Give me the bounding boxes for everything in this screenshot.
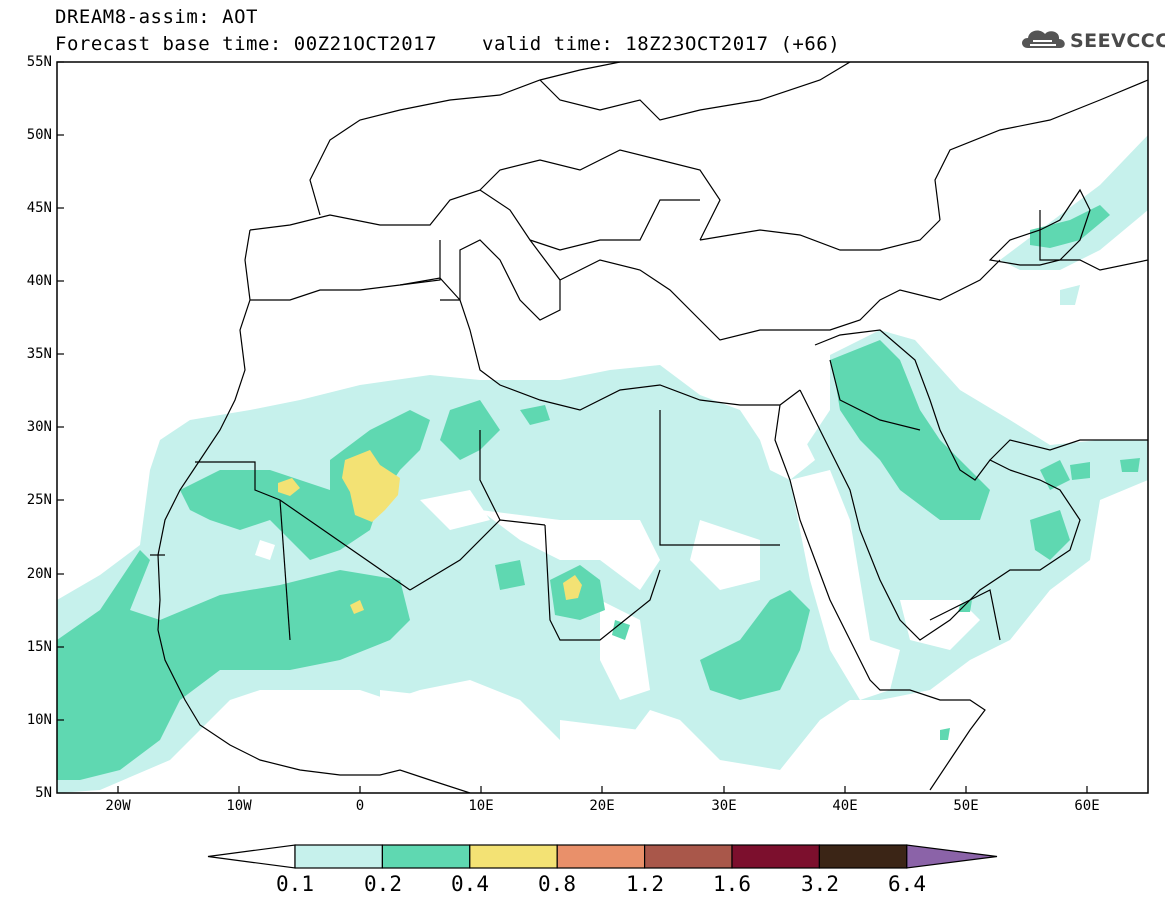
lat-label-55n: 55N <box>26 54 52 70</box>
lat-label-40n: 40N <box>26 273 52 289</box>
colorbar-label-0.1: 0.1 <box>276 872 314 896</box>
aot-below-0.1-regions <box>255 430 980 793</box>
lon-label-20e: 20E <box>589 798 615 814</box>
seevccc-cloud-logo-icon <box>1022 30 1065 48</box>
coastlines-and-borders <box>150 62 1148 793</box>
lat-label-50n: 50N <box>26 127 52 143</box>
lat-label-25n: 25N <box>26 492 52 508</box>
lon-label-40e: 40E <box>832 798 858 814</box>
lon-label-10e: 10E <box>468 798 494 814</box>
lon-label-10w: 10W <box>226 798 252 814</box>
colorbar-label-0.2: 0.2 <box>364 872 402 896</box>
lat-label-30n: 30N <box>26 419 52 435</box>
colorbar-label-6.4: 6.4 <box>888 872 926 896</box>
valid-time: valid time: 18Z23OCT2017 (+66) <box>482 33 841 55</box>
lat-label-10n: 10N <box>26 712 52 728</box>
map-title: DREAM8-assim: AOT <box>55 6 258 28</box>
colorbar-label-3.2: 3.2 <box>801 872 839 896</box>
lat-label-15n: 15N <box>26 639 52 655</box>
colorbar-label-1.6: 1.6 <box>713 872 751 896</box>
forecast-base-time: Forecast base time: 00Z21OCT2017 <box>55 33 438 55</box>
lon-label-50e: 50E <box>953 798 979 814</box>
lon-label-60e: 60E <box>1074 798 1100 814</box>
colorbar-label-0.8: 0.8 <box>538 872 576 896</box>
lat-label-45n: 45N <box>26 200 52 216</box>
colorbar-label-0.4: 0.4 <box>451 872 489 896</box>
lon-label-30e: 30E <box>711 798 737 814</box>
colorbar-label-1.2: 1.2 <box>626 872 664 896</box>
lat-label-35n: 35N <box>26 346 52 362</box>
aot-0.4-0.8-contours <box>278 450 582 614</box>
lat-label-5n: 5N <box>35 785 52 801</box>
lon-label-20w: 20W <box>105 798 131 814</box>
axis-ticks <box>57 61 1088 793</box>
aot-0.1-0.2-contours <box>57 135 1148 793</box>
lat-label-20n: 20N <box>26 566 52 582</box>
lon-label-0: 0 <box>355 798 365 814</box>
logo-text: SEEVCCC <box>1070 30 1165 52</box>
